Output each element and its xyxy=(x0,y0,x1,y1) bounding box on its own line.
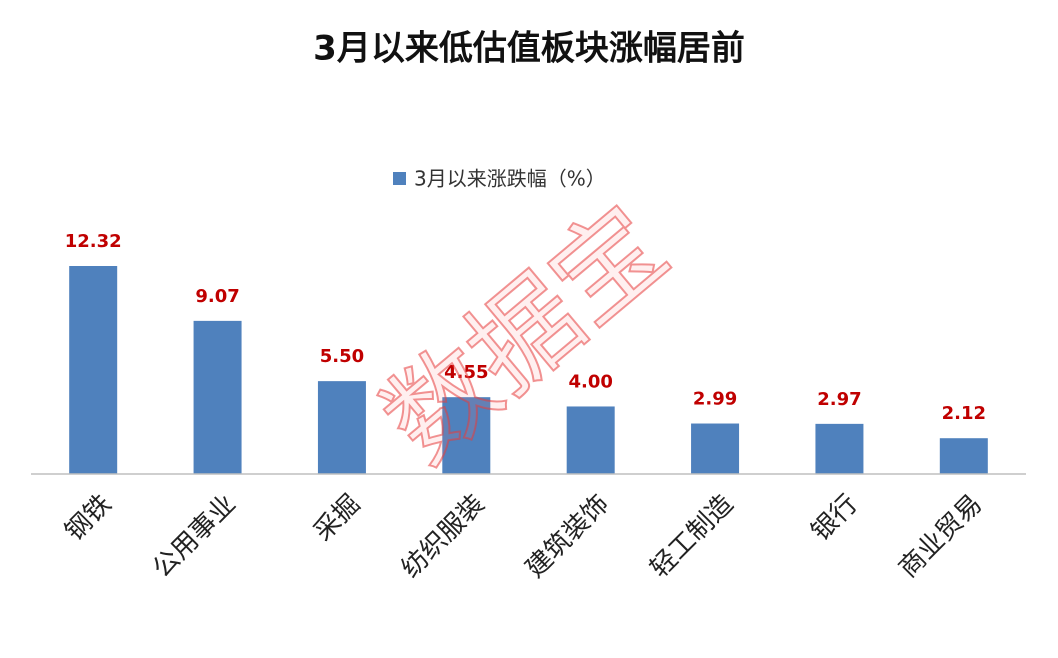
bar xyxy=(691,423,740,474)
data-label: 4.55 xyxy=(444,362,488,383)
data-label: 4.00 xyxy=(568,371,612,392)
bar xyxy=(69,266,118,474)
bar xyxy=(193,320,242,474)
legend-swatch xyxy=(393,172,406,185)
bar xyxy=(317,381,366,474)
bar xyxy=(939,438,988,474)
bar xyxy=(815,423,864,474)
legend-label: 3月以来涨跌幅（%） xyxy=(414,167,606,191)
chart-title: 3月以来低估值板块涨幅居前 xyxy=(313,29,745,69)
data-label: 2.12 xyxy=(942,403,986,424)
bar xyxy=(566,406,615,474)
bar xyxy=(442,397,491,474)
data-label: 2.99 xyxy=(693,389,737,410)
data-label: 5.50 xyxy=(320,346,364,367)
data-label: 2.97 xyxy=(817,389,861,410)
data-label: 12.32 xyxy=(65,231,122,252)
data-label: 9.07 xyxy=(195,286,239,307)
